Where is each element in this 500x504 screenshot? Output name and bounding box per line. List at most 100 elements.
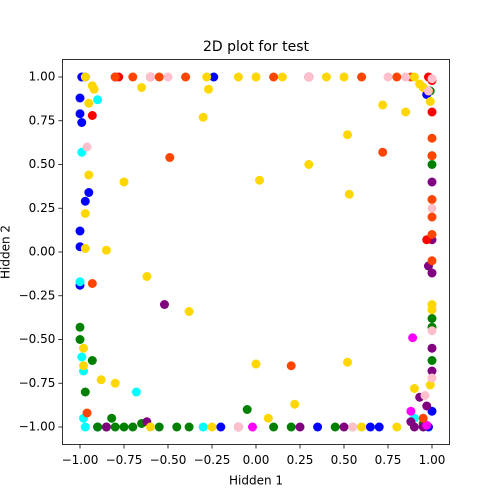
chart-title: 2D plot for test [203,39,310,55]
point [203,84,213,94]
point [427,314,437,323]
point [427,373,437,383]
point [420,391,430,400]
point [422,401,432,411]
point [145,72,155,82]
point [422,420,432,430]
point [290,399,300,409]
point [110,378,120,388]
point [401,72,411,82]
point [184,307,194,316]
point [427,160,437,169]
point [163,72,173,82]
point [75,277,85,287]
point [427,268,437,278]
point [427,366,437,376]
y-tick-label: −0.50 [19,332,56,346]
point [401,107,411,117]
y-tick-label: −0.75 [19,376,56,390]
point [75,93,85,103]
point [209,72,219,82]
point [339,422,349,432]
point [172,422,182,432]
point [87,356,97,365]
y-tick-label: 0.75 [29,113,56,127]
x-tick-label: −1.00 [62,453,99,467]
point [383,72,393,82]
point [87,279,97,288]
point [357,422,367,432]
point [409,72,419,82]
point [184,422,194,432]
point [286,422,296,432]
x-axis-label: Hidden 1 [229,474,283,488]
point [427,107,437,117]
point [80,422,90,432]
point [378,100,388,110]
point [269,72,279,82]
y-tick-label: 0.50 [29,157,56,171]
point [82,408,92,418]
point [427,74,437,84]
x-tick-label: 0.50 [331,453,358,467]
point [251,359,261,369]
point [378,147,388,157]
point [202,72,212,82]
x-tick-label: −0.75 [106,453,143,467]
point [408,333,418,343]
point [365,422,375,432]
point [165,153,175,162]
y-tick-label: −1.00 [19,420,56,434]
y-tick-label: −0.25 [19,288,56,302]
point [295,422,305,432]
point [348,422,358,432]
point [119,422,129,432]
point [142,272,152,281]
point [93,95,103,105]
point [242,405,252,414]
point [251,72,261,82]
point [427,151,437,161]
point [269,422,279,432]
point [145,422,155,432]
y-tick-label: 0.00 [29,245,56,259]
point [80,209,90,218]
x-tick-label: 0.25 [287,453,314,467]
point [75,109,85,119]
point [128,422,138,432]
point [263,413,273,423]
point [277,72,287,82]
point [409,384,419,393]
point [154,72,164,82]
point [80,72,90,82]
point [159,300,169,309]
point [427,356,437,365]
point [304,160,314,169]
point [119,177,129,187]
point [427,212,437,222]
point [286,361,296,371]
point [110,72,120,82]
point [423,86,433,96]
point [79,361,89,371]
point [427,195,437,204]
point [110,422,120,432]
point [343,130,353,140]
point [131,387,141,397]
point [101,245,111,255]
point [406,406,416,416]
point [425,97,435,106]
point [84,170,94,180]
point [321,72,331,82]
point [344,189,354,199]
y-tick-label: 0.25 [29,201,56,215]
point [75,335,85,344]
point [96,375,106,385]
point [137,83,147,92]
point [313,422,323,432]
plot-frame [62,59,451,445]
point [357,72,367,82]
point [75,322,85,332]
point [107,413,117,423]
